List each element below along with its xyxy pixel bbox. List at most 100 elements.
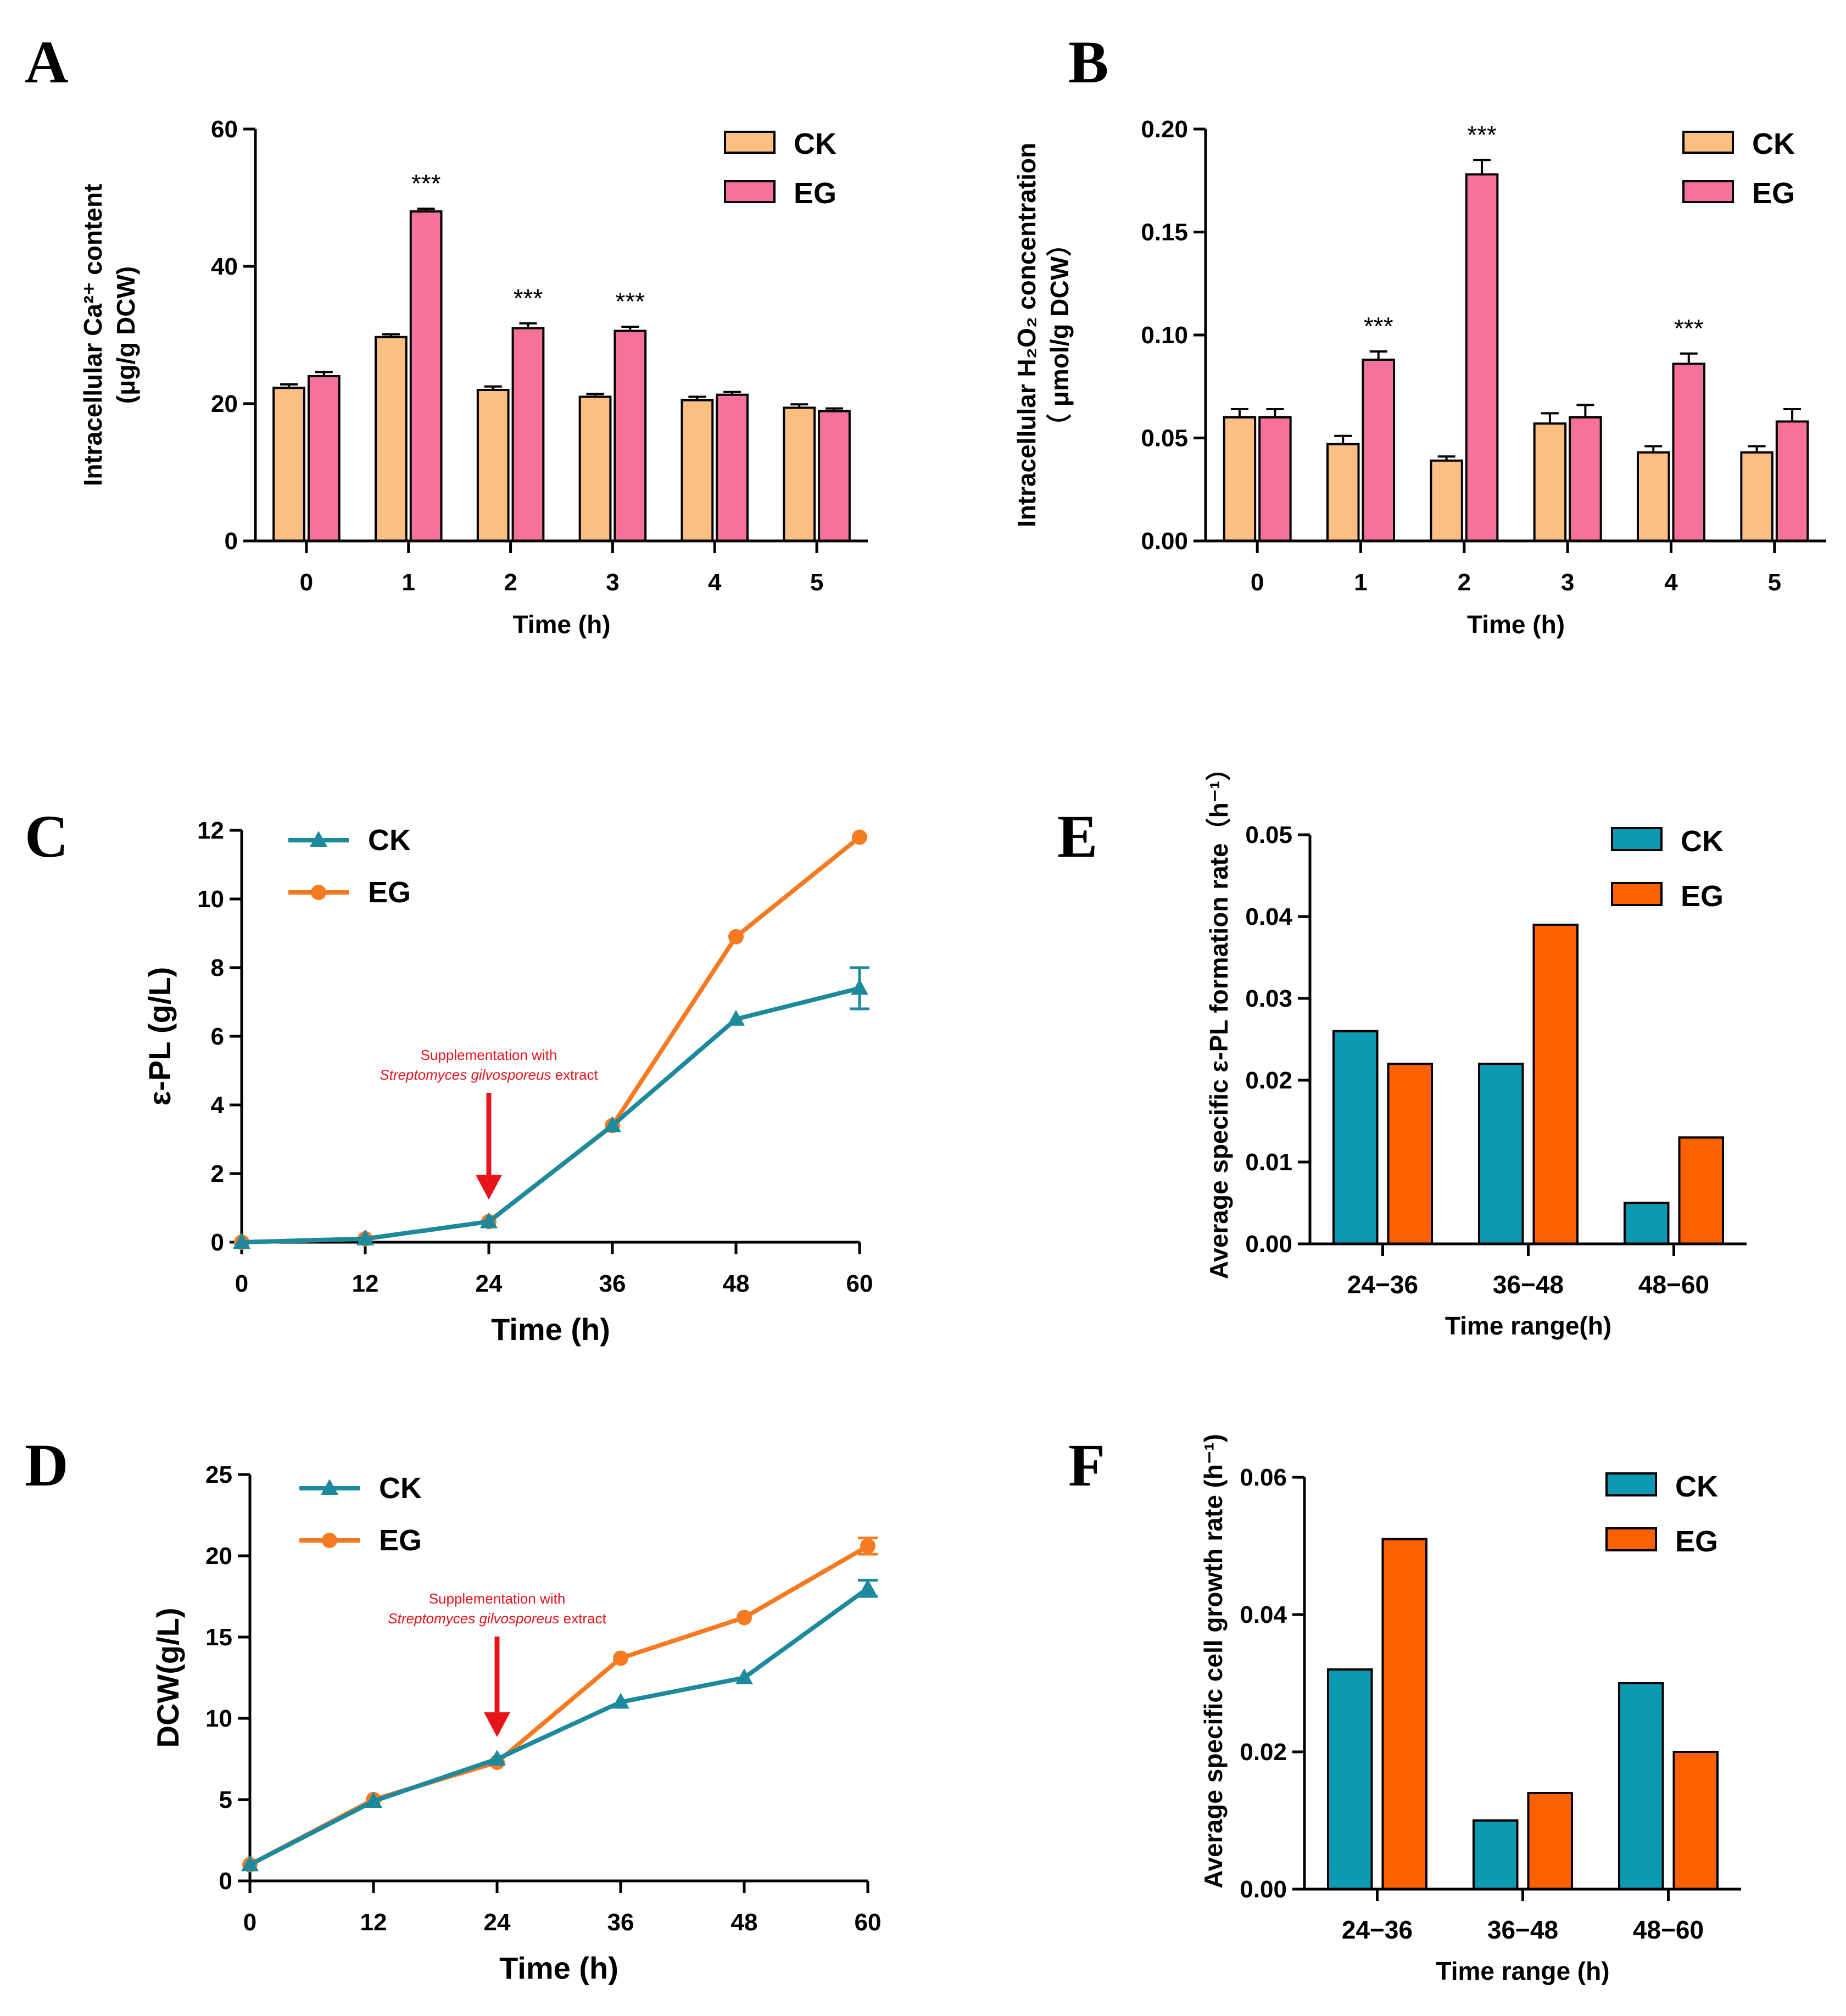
y-axis-title: Intracellular H₂O₂ concentration （ μmol/g… — [1012, 143, 1074, 527]
legend-marker-ck — [321, 1479, 338, 1495]
x-tick-label: 3 — [606, 569, 619, 596]
y-axis-title: Average specific cell growth rate (h⁻¹) — [1199, 1434, 1228, 1889]
bar-eg-48−60 — [1672, 1751, 1719, 1890]
y-tick-label: 0.01 — [1245, 1149, 1292, 1176]
y-tick-label: 10 — [197, 886, 224, 913]
x-tick-label: 60 — [855, 1909, 882, 1936]
x-tick-label: 12 — [360, 1909, 387, 1936]
bar-ck-2 — [1430, 459, 1463, 542]
x-tick-label: 36 — [599, 1270, 626, 1297]
annotation-arrow-head — [484, 1712, 510, 1737]
y-axis-title: Intracellular Ca²⁺ content (μg/g DCW) — [79, 184, 140, 487]
data-point-ck — [612, 1693, 629, 1709]
chart-panel-f: 24−36 36−48 48−60 0.00 0.02 0.04 0.06 Time rang… — [1199, 1434, 1741, 1985]
x-tick-label: 36−48 — [1493, 1270, 1564, 1299]
chart-panel-d: 0 12 24 36 48 60 0 5 10 15 20 25 CK EG Supplementation… — [150, 1461, 881, 1985]
legend-label-ck: CK — [794, 127, 836, 160]
x-axis-title: Time range (h) — [1436, 1957, 1609, 1985]
annotation-line2: Streptomyces gilvosporeus extract — [388, 1610, 606, 1627]
panel-label-e: E — [1057, 803, 1097, 870]
bar-ck-5 — [783, 406, 816, 542]
y-tick-label: 0.20 — [1141, 116, 1188, 143]
legend-swatch-eg — [724, 180, 776, 203]
y-tick-label: 10 — [205, 1705, 232, 1732]
panel-label-b: B — [1068, 29, 1108, 96]
bar-eg-36−48 — [1527, 1792, 1573, 1890]
x-tick-label: 5 — [810, 569, 823, 596]
y-tick-label: 0.00 — [1141, 528, 1188, 555]
y-tick-label: 25 — [205, 1461, 232, 1488]
legend-swatch-ck — [1611, 827, 1663, 851]
x-tick-label: 36−48 — [1487, 1916, 1558, 1944]
y-tick-label: 40 — [211, 253, 238, 280]
x-tick-label: 60 — [846, 1270, 873, 1297]
significance-marker: *** — [1467, 120, 1497, 149]
y-tick-label: 0.04 — [1245, 903, 1292, 930]
x-axis-title: Time (h) — [512, 610, 610, 639]
bar-ck-2 — [476, 389, 510, 542]
bar-ck-0 — [272, 387, 305, 542]
y-tick-label: 8 — [211, 954, 224, 981]
bar-eg-4 — [1672, 362, 1705, 542]
y-axis-title-line1: Intracellular Ca²⁺ content — [79, 184, 107, 487]
x-tick-label: 3 — [1561, 569, 1574, 596]
bar-eg-0 — [307, 375, 341, 542]
annotation-line1: Supplementation with — [421, 1047, 557, 1063]
y-tick-label: 60 — [211, 116, 238, 143]
bar-ck-1 — [375, 336, 408, 542]
legend-label-eg: EG — [794, 177, 836, 210]
bar-eg-3 — [1569, 416, 1602, 542]
y-tick-label: 12 — [197, 817, 224, 844]
y-tick-label: 0.06 — [1240, 1464, 1287, 1491]
legend-label-eg: EG — [379, 1524, 422, 1557]
y-tick-label: 0 — [211, 1229, 224, 1256]
series-line-ck — [249, 1586, 869, 1867]
chart-panel-e: 24−36 36−48 48−60 0.00 0.01 0.02 0.03 0.04 0.05 T… — [1204, 756, 1747, 1340]
y-tick-label: 0.02 — [1245, 1067, 1292, 1094]
data-point-ck — [233, 1233, 250, 1249]
data-point-ck — [727, 1009, 745, 1026]
legend-label-ck: CK — [1675, 1470, 1718, 1503]
annotation-arrow-head — [476, 1175, 502, 1200]
y-tick-label: 15 — [205, 1624, 232, 1651]
data-point-ck — [356, 1229, 374, 1246]
bar-ck-5 — [1740, 451, 1774, 542]
bar-eg-48−60 — [1678, 1136, 1724, 1246]
legend-marker-eg — [322, 1533, 337, 1548]
significance-marker: *** — [411, 169, 441, 198]
annotation-species: Streptomyces gilvosporeus — [380, 1066, 551, 1083]
significance-marker: *** — [1364, 312, 1393, 340]
x-tick-label: 24 — [476, 1270, 503, 1297]
legend-label-ck: CK — [379, 1472, 422, 1505]
x-tick-label: 48 — [723, 1270, 750, 1297]
legend-swatch-eg — [1682, 180, 1734, 203]
x-tick-label: 36 — [607, 1909, 634, 1936]
y-axis-title: DCW(g/L) — [150, 1607, 185, 1747]
bar-ck-3 — [1533, 422, 1567, 542]
bar-eg-24−36 — [1381, 1538, 1427, 1890]
bar-ck-3 — [578, 395, 612, 542]
x-axis-title: Time range(h) — [1445, 1311, 1611, 1340]
data-point-ck — [480, 1212, 498, 1228]
y-tick-label: 0.15 — [1141, 219, 1188, 246]
x-tick-label: 0 — [1251, 569, 1264, 596]
legend-marker-eg — [311, 885, 326, 900]
significance-marker: *** — [514, 284, 543, 312]
x-tick-label: 24 — [484, 1909, 511, 1936]
y-tick-label: 0.04 — [1240, 1601, 1287, 1628]
data-point-eg — [728, 929, 744, 945]
bar-eg-1 — [409, 210, 443, 542]
x-tick-label: 1 — [402, 569, 415, 596]
y-tick-label: 6 — [211, 1023, 224, 1050]
bar-ck-48−60 — [1624, 1202, 1670, 1245]
y-axis-title: ε-PL (g/L) — [142, 967, 177, 1106]
legend-swatch-eg — [1605, 1527, 1657, 1551]
x-tick-label: 48 — [731, 1909, 758, 1936]
bar-eg-5 — [1775, 420, 1809, 542]
legend-label-eg: EG — [1752, 177, 1795, 210]
y-axis-title: Average specific ε-PL formation rate（h⁻¹… — [1204, 756, 1233, 1280]
data-point-eg — [737, 1610, 752, 1626]
y-tick-label: 20 — [205, 1543, 232, 1570]
significance-marker: *** — [1674, 314, 1704, 343]
